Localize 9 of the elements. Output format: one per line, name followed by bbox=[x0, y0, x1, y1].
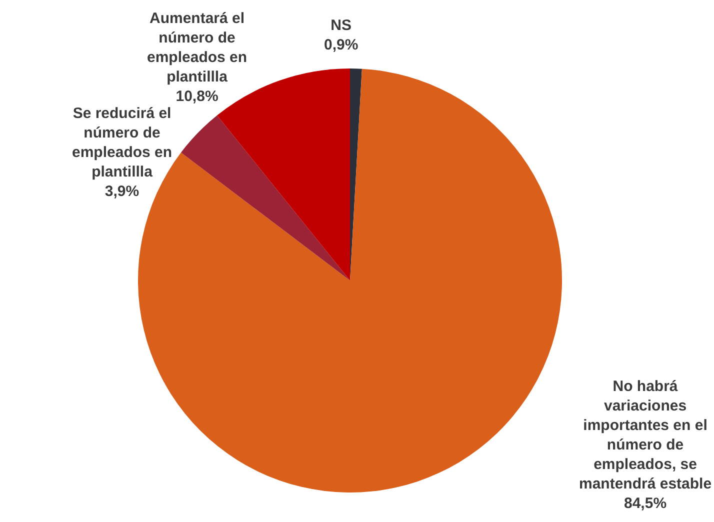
data-label: 10,8% bbox=[176, 88, 218, 105]
slice-label: No habrá variaciones importantes en el número de empleados, se mantendrá estable bbox=[579, 378, 712, 492]
data-label: 3,9% bbox=[104, 183, 140, 200]
slice-label: Se reducirá el número de empleados en plantillla bbox=[72, 105, 172, 180]
slice-label: NS bbox=[330, 17, 352, 34]
pie-slice bbox=[180, 115, 350, 280]
data-label: 0,9% bbox=[324, 36, 358, 54]
data-label: 84,5% bbox=[624, 495, 667, 512]
slice-label: Aumentará el número de empleados en plantillla bbox=[147, 10, 248, 86]
